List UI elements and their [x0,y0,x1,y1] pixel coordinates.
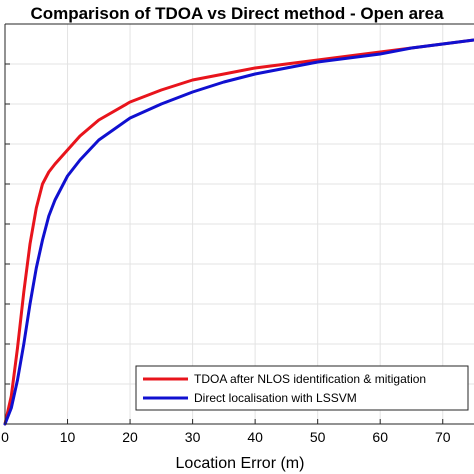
series-line-0 [3,38,474,426]
x-tick-label: 60 [372,429,388,445]
x-axis-label: Location Error (m) [176,455,305,472]
x-tick-label: 30 [185,429,201,445]
y-ticks [5,23,10,425]
x-tick-label: 10 [60,429,76,445]
series-lines [3,38,474,426]
legend-box [135,365,469,411]
x-tick-label: 50 [310,429,326,445]
x-tick-label: 40 [247,429,263,445]
x-tick-label: 70 [435,429,451,445]
series-line-1 [3,38,474,426]
x-tick-label: 0 [1,429,9,445]
legend-label-tdoa: TDOA after NLOS identification & mitigat… [194,372,426,386]
x-ticks: 0 10 20 30 40 50 60 70 [1,419,451,445]
x-tick-label: 20 [122,429,138,445]
legend-label-direct: Direct localisation with LSSVM [194,391,357,405]
chart-title: Comparison of TDOA vs Direct method - Op… [30,4,444,23]
legend: TDOA after NLOS identification & mitigat… [135,365,469,411]
